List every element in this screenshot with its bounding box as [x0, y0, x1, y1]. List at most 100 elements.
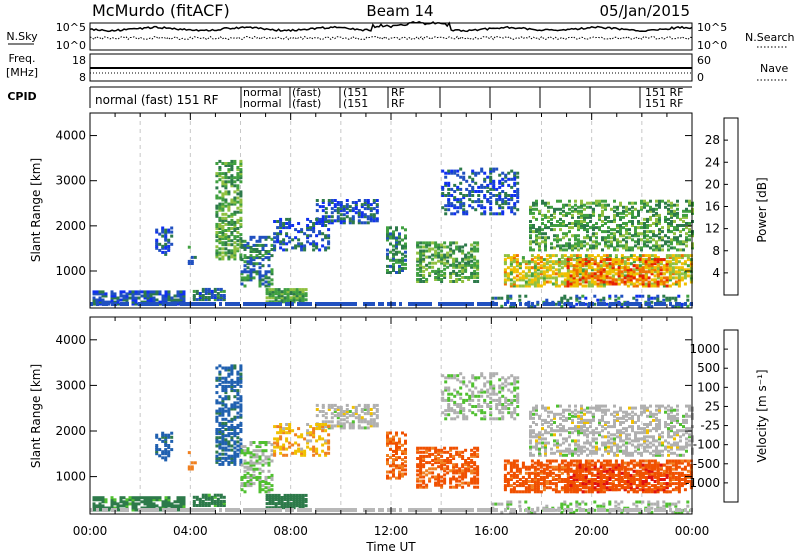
power-cell [628, 248, 631, 252]
power-cell [483, 210, 487, 214]
power-cell [689, 276, 693, 280]
power-cell [434, 251, 438, 255]
power-cell [512, 276, 516, 280]
velocity-cell [428, 461, 432, 465]
power-cell [336, 201, 340, 204]
power-cell [629, 256, 633, 260]
power-cell [647, 284, 651, 288]
velocity-cell [161, 435, 165, 439]
power-cell [563, 284, 567, 288]
power-cell [489, 212, 493, 216]
power-cell [422, 265, 426, 269]
velocity-cell [351, 420, 355, 424]
velocity-cell [258, 484, 262, 488]
power-cell [243, 260, 247, 264]
power-cell [637, 226, 640, 230]
power-cell [330, 207, 334, 211]
power-cell [239, 233, 243, 237]
power-cell [571, 213, 574, 217]
power-cell [218, 237, 222, 241]
velocity-cell [503, 465, 507, 469]
power-cell [173, 294, 177, 298]
velocity-cell [443, 446, 447, 450]
velocity-cell [473, 467, 477, 471]
power-cell [593, 276, 597, 280]
power-cell [227, 170, 231, 174]
velocity-cell [416, 450, 420, 454]
velocity-cell [372, 405, 376, 409]
power-cell [638, 264, 642, 268]
velocity-cell [239, 458, 243, 462]
velocity-cell [498, 398, 502, 402]
power-cell [656, 294, 660, 298]
velocity-cell [392, 462, 395, 466]
power-cell [538, 211, 541, 215]
power-cell [635, 256, 639, 260]
velocity-cell [258, 441, 262, 444]
power-cell [581, 272, 585, 276]
power-cell [131, 290, 135, 294]
velocity-cell [449, 446, 453, 450]
velocity-cell [285, 439, 289, 443]
velocity-cell [419, 483, 423, 487]
velocity-cell [282, 445, 286, 449]
power-cell [646, 220, 649, 223]
power-cell [620, 258, 624, 262]
power-cell [357, 221, 361, 225]
power-cell [631, 224, 634, 227]
power-cell [677, 266, 681, 270]
velocity-cell [474, 413, 478, 417]
power-cell [637, 220, 640, 223]
power-cell [595, 244, 598, 248]
power-cell [92, 302, 96, 306]
nsky-tick-top: 10^5 [56, 21, 86, 34]
power-cell [614, 280, 618, 284]
power-cell [638, 256, 642, 260]
power-cell [110, 296, 114, 300]
velocity-cell [434, 461, 438, 465]
power-cell [170, 230, 174, 234]
velocity-cell [261, 463, 265, 467]
power-cell [389, 250, 392, 254]
power-cell [583, 203, 586, 207]
power-cell [392, 266, 395, 270]
power-cell [128, 292, 132, 296]
power-cell [569, 264, 573, 268]
velocity-cell [243, 475, 247, 479]
velocity-cell [327, 439, 331, 443]
power-cell [221, 180, 225, 184]
power-cell [321, 199, 325, 202]
power-cell [559, 211, 562, 215]
velocity-cell [504, 398, 508, 402]
power-cell [131, 300, 135, 304]
power-cell [176, 294, 180, 298]
velocity-cell [498, 417, 502, 421]
power-cell [279, 242, 283, 246]
power-cell [327, 236, 331, 240]
power-cell [673, 228, 676, 232]
power-cell [116, 302, 120, 306]
power-cell [277, 296, 281, 300]
velocity-cell [271, 498, 275, 501]
velocity-cell [218, 395, 222, 399]
power-cell [676, 248, 679, 252]
velocity-cell [149, 496, 153, 500]
velocity-cell [155, 446, 159, 450]
power-cell [392, 269, 395, 272]
power-cell [422, 273, 426, 277]
power-cell [462, 196, 466, 200]
power-cell [131, 292, 135, 296]
velocity-cell [513, 378, 517, 382]
power-cell [221, 204, 225, 208]
power-cell [473, 249, 477, 253]
power-cell [670, 230, 673, 234]
power-cell [360, 215, 364, 219]
power-cell [411, 302, 414, 306]
power-cell [622, 234, 625, 238]
velocity-cell [192, 501, 196, 505]
power-cell [669, 302, 672, 306]
power-cell [137, 296, 141, 300]
power-cell [686, 264, 690, 268]
power-cell [389, 234, 392, 238]
power-cell [655, 217, 658, 221]
